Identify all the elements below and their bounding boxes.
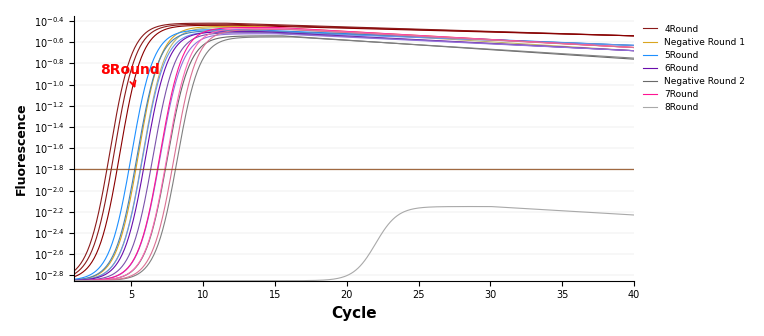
8Round	[70, 279, 79, 283]
Line: Negative Round 1: Negative Round 1	[74, 26, 634, 280]
5Round	[340, 32, 349, 36]
8Round	[335, 276, 345, 280]
6Round	[374, 36, 383, 40]
Negative Round 2	[617, 56, 626, 60]
8Round	[373, 239, 382, 243]
Negative Round 2	[277, 34, 286, 38]
Negative Round 1	[374, 31, 383, 35]
4Round	[404, 27, 413, 31]
Negative Round 2	[340, 38, 349, 42]
5Round	[241, 28, 251, 32]
Line: 8Round: 8Round	[74, 207, 634, 281]
4Round	[630, 34, 639, 38]
8Round	[630, 213, 639, 217]
6Round	[617, 48, 626, 52]
7Round	[529, 40, 539, 44]
Negative Round 2	[404, 42, 413, 46]
5Round	[337, 31, 346, 35]
Negative Round 2	[529, 50, 539, 54]
7Round	[617, 45, 626, 49]
6Round	[630, 49, 639, 53]
6Round	[404, 37, 413, 41]
4Round	[374, 26, 383, 30]
Negative Round 1	[337, 29, 346, 33]
5Round	[529, 39, 539, 43]
5Round	[630, 43, 639, 47]
Negative Round 2	[630, 57, 639, 61]
4Round	[70, 269, 79, 273]
7Round	[404, 33, 413, 37]
6Round	[529, 44, 539, 48]
Line: 7Round: 7Round	[74, 28, 634, 281]
Line: 6Round: 6Round	[74, 32, 634, 280]
Legend: 4Round, Negative Round 1, 5Round, 6Round, Negative Round 2, 7Round, 8Round: 4Round, Negative Round 1, 5Round, 6Round…	[639, 21, 749, 116]
4Round	[529, 31, 539, 35]
4Round	[220, 21, 229, 25]
Negative Round 1	[617, 45, 626, 49]
7Round	[630, 45, 639, 49]
7Round	[340, 29, 349, 33]
Negative Round 2	[70, 279, 79, 283]
8Round	[486, 205, 495, 209]
Negative Round 1	[529, 40, 539, 44]
6Round	[337, 34, 346, 38]
8Round	[338, 275, 348, 279]
Negative Round 1	[340, 29, 349, 33]
6Round	[340, 34, 349, 38]
7Round	[270, 26, 280, 30]
Negative Round 1	[630, 45, 639, 49]
Negative Round 2	[374, 40, 383, 44]
Line: 4Round: 4Round	[74, 23, 634, 271]
8Round	[617, 212, 626, 216]
5Round	[70, 277, 79, 281]
7Round	[337, 29, 346, 33]
8Round	[403, 208, 412, 212]
6Round	[70, 278, 79, 282]
5Round	[374, 33, 383, 37]
7Round	[374, 31, 383, 35]
4Round	[617, 34, 626, 38]
Negative Round 1	[404, 33, 413, 37]
6Round	[256, 30, 265, 34]
Text: 8Round: 8Round	[100, 63, 160, 87]
X-axis label: Cycle: Cycle	[332, 306, 377, 321]
5Round	[404, 34, 413, 38]
Line: 5Round: 5Round	[74, 30, 634, 279]
Y-axis label: Fluorescence: Fluorescence	[15, 102, 28, 195]
8Round	[529, 207, 539, 211]
Negative Round 2	[337, 38, 346, 42]
4Round	[337, 25, 346, 29]
Line: Negative Round 2: Negative Round 2	[74, 36, 634, 281]
7Round	[70, 279, 79, 283]
Negative Round 1	[70, 278, 79, 282]
4Round	[340, 25, 349, 29]
Negative Round 1	[248, 24, 257, 28]
5Round	[617, 43, 626, 47]
